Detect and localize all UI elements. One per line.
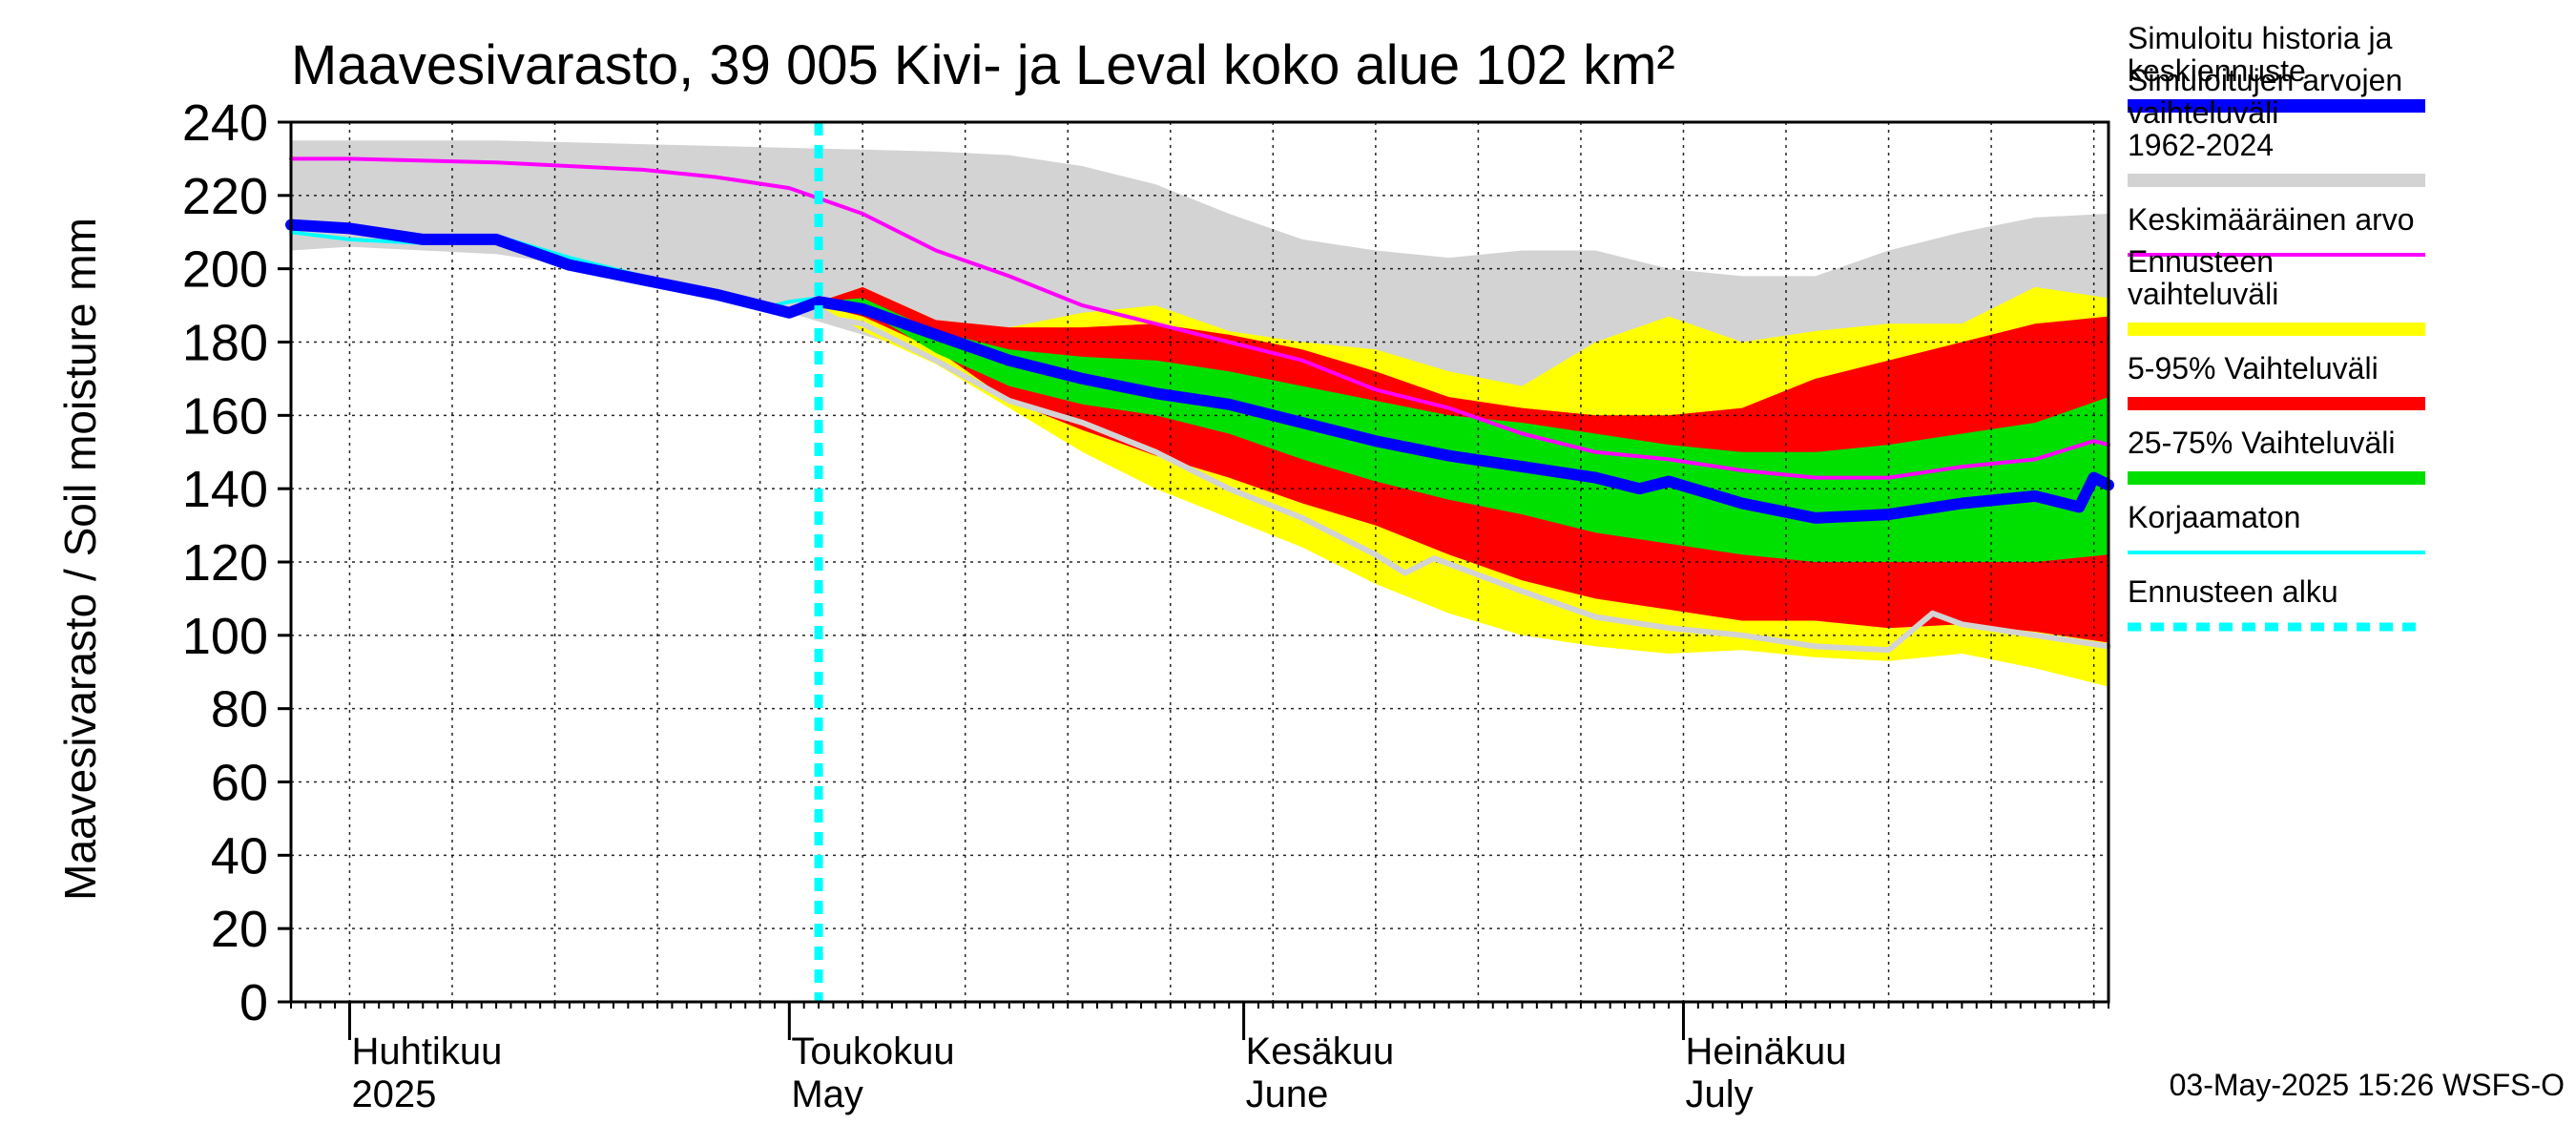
legend: Simuloitu historia jakeskiennusteSimuloi…	[2128, 21, 2425, 632]
legend-label-ennusteen-alku: Ennusteen alku	[2128, 574, 2338, 609]
y-tick-label-240: 240	[182, 94, 268, 152]
legend-label-simuloitujen-arvojen-vaihteluv-li-1962-2024: Simuloitujen arvojen	[2128, 63, 2402, 97]
data-series	[285, 156, 2114, 654]
y-tick-label-60: 60	[211, 755, 268, 812]
legend-label-ennusteen-vaihteluv-li: Ennusteen	[2128, 244, 2274, 279]
y-axis-label: Maavesivarasto / Soil moisture mm	[55, 218, 105, 901]
range-bands	[291, 140, 2109, 687]
legend-label-simuloitujen-arvojen-vaihteluv-li-1962-2024: 1962-2024	[2128, 128, 2274, 162]
legend-label-5-95-vaihteluv-li: 5-95% Vaihteluväli	[2128, 351, 2379, 385]
x-month-label-july: Heinäkuu	[1685, 1030, 1846, 1072]
series-simuloitu-historia-ja-keskiennuste	[285, 219, 2114, 524]
legend-label-keskim-r-inen-arvo: Keskimääräinen arvo	[2128, 202, 2415, 237]
y-tick-label-200: 200	[182, 241, 268, 299]
y-tick-label-100: 100	[182, 608, 268, 665]
timestamp-footer: 03-May-2025 15:26 WSFS-O	[2170, 1068, 2565, 1102]
grid-lines	[291, 122, 2109, 1002]
y-tick-label-180: 180	[182, 315, 268, 372]
y-tick-label-140: 140	[182, 461, 268, 518]
legend-label-ennusteen-vaihteluv-li: vaihteluväli	[2128, 277, 2278, 311]
x-month-label-2025: Huhtikuu	[351, 1030, 502, 1072]
legend-label-simuloitu-historia-ja-keskiennuste: keskiennuste	[2128, 53, 2306, 88]
y-tick-label-0: 0	[239, 974, 268, 1031]
series-ennuste-harmaa	[816, 313, 2111, 654]
x-month-sublabel-july: July	[1685, 1073, 1753, 1115]
x-month-label-may: Toukokuu	[791, 1030, 954, 1072]
x-month-sublabel-may: May	[791, 1073, 863, 1115]
series-keskim-r-inen-arvo	[289, 156, 2110, 480]
x-month-sublabel-june: June	[1246, 1073, 1329, 1115]
legend-label-korjaamaton: Korjaamaton	[2128, 500, 2300, 534]
legend-label-25-75-vaihteluv-li: 25-75% Vaihteluväli	[2128, 426, 2395, 460]
x-month-sublabel-2025: 2025	[351, 1073, 436, 1115]
y-tick-label-160: 160	[182, 387, 268, 445]
y-tick-label-120: 120	[182, 534, 268, 592]
y-tick-label-20: 20	[211, 901, 268, 958]
axes: 0 20 40 60 80 100 120 140 160 180 200 220 240 Huhtiku…	[182, 94, 2110, 1115]
legend-label-simuloitujen-arvojen-vaihteluv-li-1962-2024: vaihteluväli	[2128, 95, 2278, 130]
chart-title: Maavesivarasto, 39 005 Kivi- ja Leval ko…	[291, 34, 1675, 96]
y-tick-label-220: 220	[182, 168, 268, 225]
band-25-75-vaihteluv-li	[819, 298, 2109, 562]
legend-label-simuloitu-historia-ja-keskiennuste: Simuloitu historia ja	[2128, 21, 2393, 55]
y-tick-label-80: 80	[211, 681, 268, 739]
y-tick-label-40: 40	[211, 827, 268, 885]
x-month-label-june: Kesäkuu	[1246, 1030, 1395, 1072]
